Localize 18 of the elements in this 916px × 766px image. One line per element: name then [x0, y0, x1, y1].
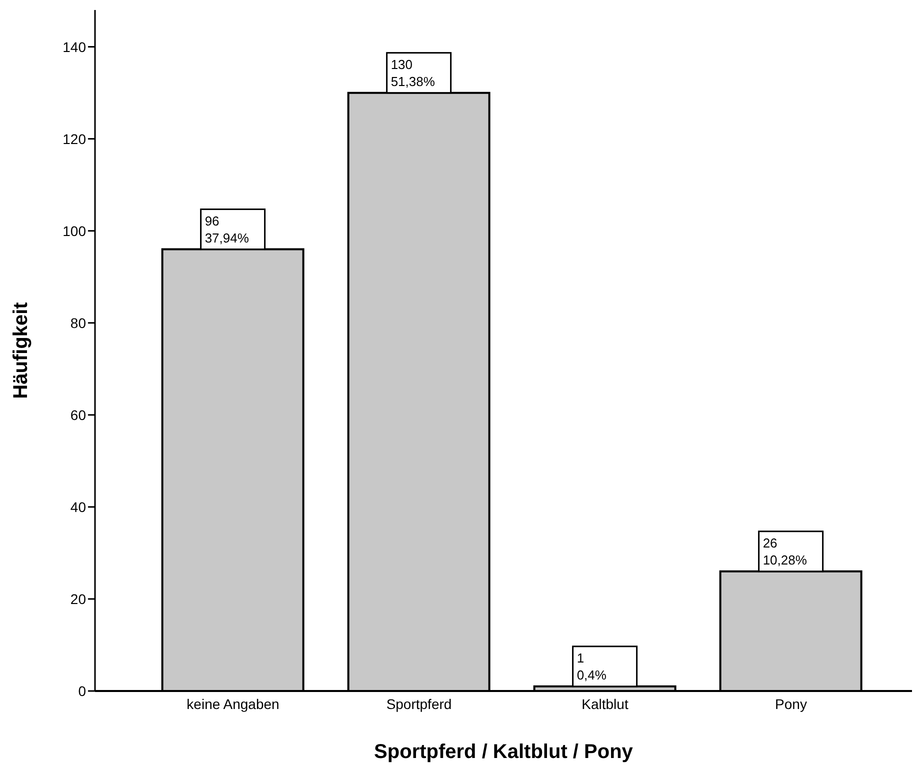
y-tick-label: 20 — [70, 590, 86, 607]
y-tick-label: 80 — [70, 314, 86, 331]
x-tick-label: Kaltblut — [582, 696, 628, 712]
y-tick-label: 40 — [70, 498, 86, 515]
y-tick-label: 100 — [62, 222, 86, 239]
y-tick-label: 140 — [62, 38, 86, 55]
data-label: 130 51,38% — [390, 56, 436, 89]
data-label: 26 10,28% — [762, 535, 808, 568]
x-tick-label: Pony — [775, 696, 807, 712]
x-axis-title: Sportpferd / Kaltblut / Pony — [374, 741, 634, 763]
y-tick-label: 120 — [62, 130, 86, 147]
x-tick-label: keine Angaben — [186, 696, 280, 712]
y-tick-label: 60 — [70, 406, 86, 423]
y-axis-title: Häufigkeit — [10, 302, 32, 399]
y-tick-label: 0 — [78, 682, 86, 699]
data-label: 96 37,94% — [204, 213, 250, 246]
data-label: 1 0,4% — [576, 650, 607, 682]
x-tick-label: Sportpferd — [386, 696, 452, 712]
